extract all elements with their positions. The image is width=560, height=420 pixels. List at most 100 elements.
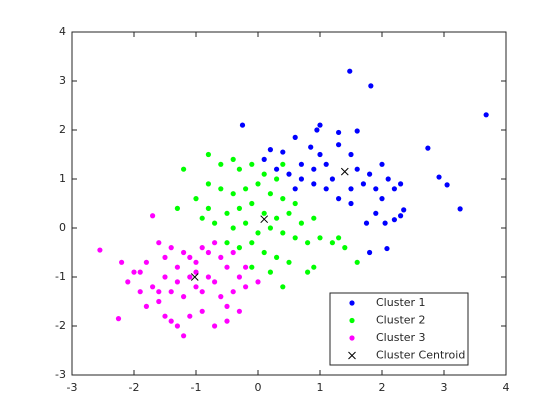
point	[236, 245, 242, 251]
point	[267, 269, 273, 275]
point	[181, 249, 187, 256]
point	[280, 149, 286, 155]
y-tick-label: 1	[59, 172, 66, 185]
point	[115, 316, 122, 322]
point	[230, 225, 236, 231]
point	[323, 161, 329, 167]
x-tick-label: 3	[441, 381, 448, 394]
point	[384, 245, 390, 252]
point	[261, 210, 267, 216]
point	[224, 303, 230, 309]
point	[249, 161, 255, 167]
legend-label: Cluster Centroid	[376, 349, 465, 362]
point	[143, 259, 149, 265]
point	[187, 313, 193, 319]
point	[174, 205, 180, 211]
point	[354, 259, 360, 265]
y-tick-label: -3	[55, 368, 66, 381]
point	[224, 240, 230, 246]
point	[212, 323, 218, 329]
point	[150, 284, 156, 290]
point	[311, 215, 317, 221]
point	[187, 254, 193, 260]
point	[168, 245, 174, 251]
point	[444, 182, 450, 188]
point	[298, 220, 304, 226]
x-tick-label: 4	[503, 381, 510, 394]
point	[243, 220, 249, 226]
x-tick-label: -2	[129, 381, 140, 394]
y-tick-label: 3	[59, 74, 66, 87]
point	[286, 171, 292, 177]
point	[143, 303, 149, 309]
y-tick-label: -1	[55, 270, 66, 283]
point	[398, 213, 404, 219]
point	[280, 196, 286, 202]
point	[354, 128, 360, 134]
x-tick-label: 2	[379, 381, 386, 394]
point	[181, 294, 187, 300]
point	[360, 181, 366, 187]
point	[298, 176, 304, 182]
point	[205, 181, 211, 187]
point	[336, 196, 342, 202]
legend-marker	[349, 317, 355, 324]
point	[317, 235, 323, 241]
point	[174, 323, 180, 329]
centroid	[190, 273, 199, 281]
point	[373, 210, 379, 216]
point	[379, 161, 385, 167]
point	[305, 269, 311, 275]
point	[329, 176, 335, 182]
point	[367, 171, 373, 177]
point	[274, 254, 280, 260]
point	[385, 176, 391, 182]
point	[236, 274, 242, 280]
point	[236, 205, 242, 211]
point	[255, 230, 261, 236]
point	[368, 83, 374, 89]
point	[125, 279, 131, 285]
y-tick-label: -2	[55, 319, 66, 332]
point	[379, 196, 385, 202]
point	[156, 289, 162, 295]
point	[230, 191, 236, 197]
point	[348, 200, 354, 207]
point	[280, 284, 286, 290]
point	[199, 289, 205, 295]
point	[261, 156, 267, 162]
point	[162, 254, 168, 260]
point	[457, 206, 463, 212]
point	[363, 220, 370, 226]
point	[249, 264, 255, 270]
x-tick-label: -3	[67, 381, 78, 394]
legend-label: Cluster 2	[376, 314, 426, 327]
point	[336, 235, 342, 241]
point	[162, 274, 168, 280]
point	[342, 245, 348, 251]
point	[236, 308, 242, 314]
point	[305, 240, 311, 246]
y-tick-label: 2	[59, 123, 66, 136]
centroid	[340, 167, 349, 176]
point	[292, 235, 298, 241]
point	[187, 274, 193, 280]
point	[347, 68, 353, 74]
legend-marker	[349, 335, 355, 341]
point	[205, 205, 211, 211]
point	[212, 240, 218, 246]
point	[311, 166, 317, 172]
point	[336, 129, 342, 136]
point	[199, 308, 205, 314]
point	[230, 156, 236, 162]
point	[367, 249, 373, 256]
point	[286, 259, 292, 265]
point	[243, 264, 249, 270]
point	[162, 313, 168, 319]
point	[311, 264, 317, 270]
point	[239, 122, 246, 128]
point	[156, 298, 162, 305]
point	[212, 279, 218, 285]
point	[199, 245, 205, 251]
